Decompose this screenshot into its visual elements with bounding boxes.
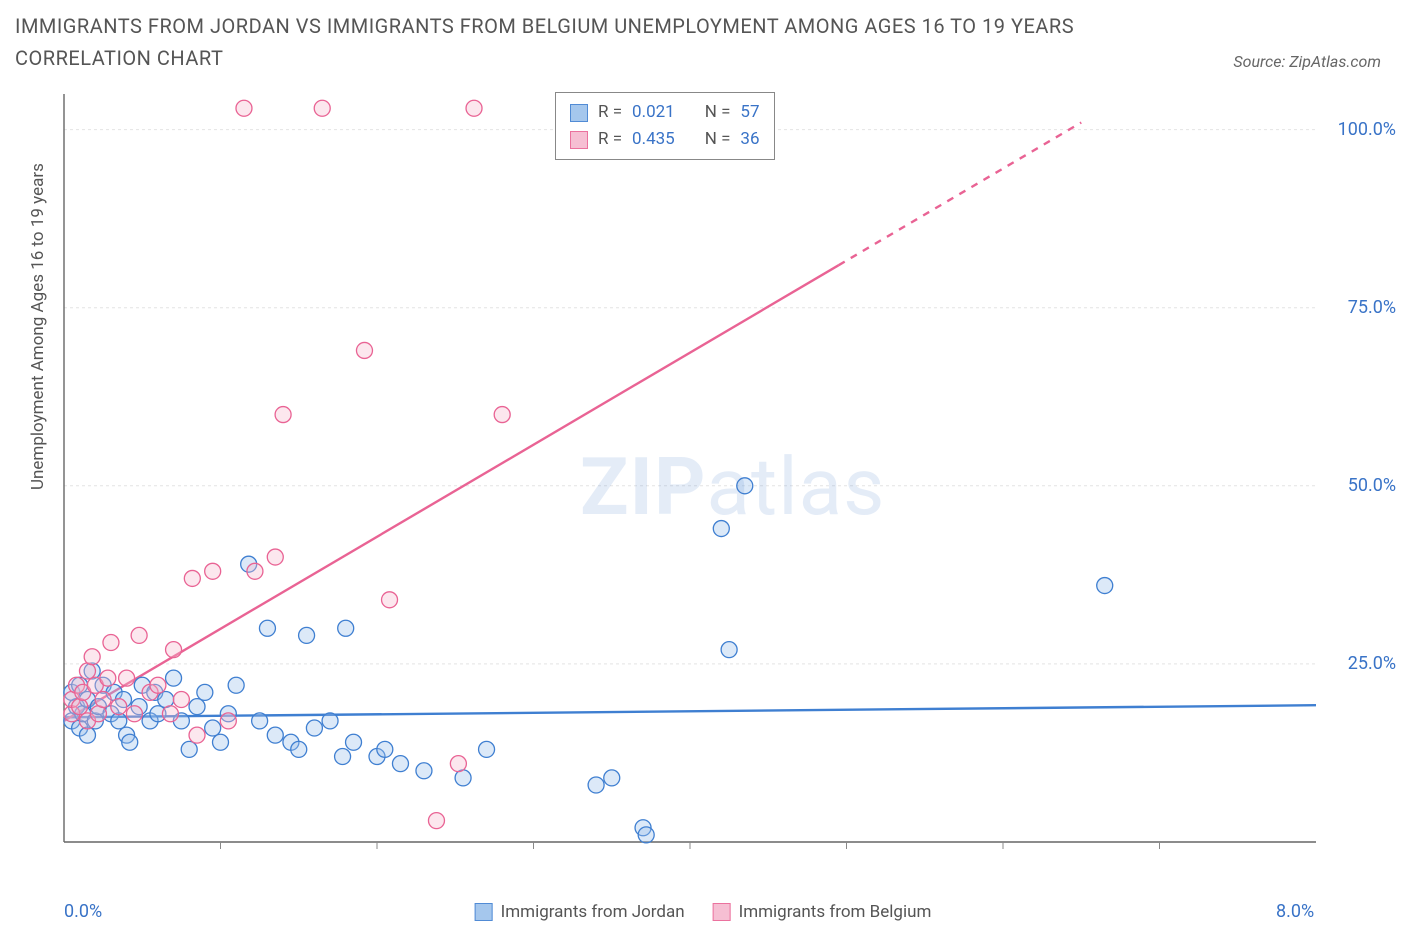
y-tick-label: 100.0% xyxy=(1338,119,1396,140)
n-label: N = xyxy=(705,99,731,126)
legend-item-series2: Immigrants from Belgium xyxy=(713,902,932,922)
y-tick-label: 25.0% xyxy=(1348,653,1396,674)
chart-svg xyxy=(60,90,1390,880)
correlation-stats-box: R = 0.021 N = 57 R = 0.435 N = 36 xyxy=(555,92,775,160)
n-label: N = xyxy=(705,126,731,153)
n-value-series2: 36 xyxy=(740,126,759,153)
y-axis-label: Unemployment Among Ages 16 to 19 years xyxy=(28,163,48,490)
source-name: ZipAtlas.com xyxy=(1289,52,1381,71)
swatch-series2 xyxy=(570,131,588,149)
legend-label-series2: Immigrants from Belgium xyxy=(739,902,932,922)
chart-plot-area xyxy=(60,90,1390,880)
source-attribution: Source: ZipAtlas.com xyxy=(1233,52,1381,71)
chart-title: IMMIGRANTS FROM JORDAN VS IMMIGRANTS FRO… xyxy=(15,10,1135,74)
y-tick-label: 75.0% xyxy=(1348,297,1396,318)
r-value-series2: 0.435 xyxy=(632,126,675,153)
stats-row-series2: R = 0.435 N = 36 xyxy=(570,126,760,153)
legend-label-series1: Immigrants from Jordan xyxy=(501,902,685,922)
x-tick-label: 8.0% xyxy=(1276,901,1314,922)
legend-bottom: Immigrants from Jordan Immigrants from B… xyxy=(475,902,932,922)
n-value-series1: 57 xyxy=(740,99,759,126)
legend-item-series1: Immigrants from Jordan xyxy=(475,902,685,922)
swatch-series1 xyxy=(570,104,588,122)
y-tick-label: 50.0% xyxy=(1348,475,1396,496)
stats-row-series1: R = 0.021 N = 57 xyxy=(570,99,760,126)
r-label: R = xyxy=(598,99,622,126)
legend-swatch-series1 xyxy=(475,903,493,921)
legend-swatch-series2 xyxy=(713,903,731,921)
source-prefix: Source: xyxy=(1233,52,1289,71)
r-value-series1: 0.021 xyxy=(632,99,675,126)
r-label: R = xyxy=(598,126,622,153)
x-tick-label: 0.0% xyxy=(64,901,102,922)
